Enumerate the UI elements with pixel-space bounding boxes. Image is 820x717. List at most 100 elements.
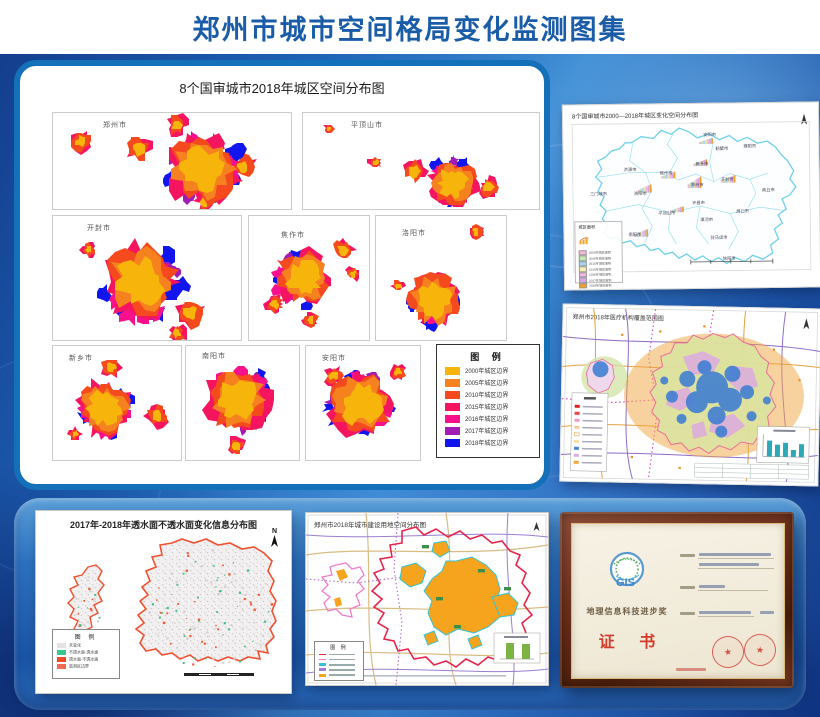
legend-item: 监测区边界 bbox=[57, 664, 119, 669]
henan-province-map bbox=[571, 121, 812, 273]
province-city-label: 周口市 bbox=[736, 209, 749, 215]
official-seal: ★ bbox=[709, 633, 747, 671]
province-city-label: 济源市 bbox=[623, 167, 637, 173]
official-seal: ★ bbox=[742, 632, 778, 668]
legend-label: 透水面-不透水面 bbox=[69, 657, 99, 663]
province-city-label: 鹤壁市 bbox=[715, 146, 729, 152]
landuse-map bbox=[306, 513, 548, 685]
north-arrow-icon bbox=[802, 317, 810, 335]
legend-item: 2005年城区面积 bbox=[578, 255, 622, 262]
city-label: 南阳市 bbox=[202, 353, 226, 360]
city-box-kaifeng: 开封市 bbox=[52, 215, 242, 341]
city-box-pingdingshan: 平顶山市 bbox=[302, 112, 540, 210]
header: 郑州市城市空间格局变化监测图集 bbox=[0, 0, 820, 54]
legend-swatch bbox=[445, 402, 460, 411]
city-map-anyang bbox=[322, 364, 406, 438]
city-box-nanyang: 南阳市 bbox=[185, 345, 300, 461]
province-city-label: 漯河市 bbox=[700, 217, 714, 223]
legend-label: 2016年城区边界 bbox=[465, 417, 509, 423]
cert-field-underline bbox=[698, 568, 774, 569]
city-box-luoyang: 洛阳市 bbox=[375, 215, 507, 341]
legend-landuse: 图 例 bbox=[314, 641, 364, 681]
province-city-label: 焦作市 bbox=[659, 171, 673, 177]
cert-date-line bbox=[676, 668, 706, 671]
legend-swatch bbox=[445, 378, 460, 387]
province-city-label: 开封市 bbox=[720, 177, 734, 183]
city-box-jiaozuo: 焦作市 bbox=[248, 215, 370, 341]
north-arrow-icon bbox=[533, 519, 540, 537]
gis-logo-icon: GIS bbox=[609, 551, 645, 589]
legend-title: 图 例 bbox=[330, 645, 348, 651]
certificate-award-name: 地理信息科技进步奖 bbox=[586, 607, 668, 616]
cert-field-label bbox=[680, 612, 695, 615]
city-label: 洛阳市 bbox=[402, 230, 426, 237]
cert-field-value bbox=[699, 553, 771, 556]
legend-label: 2017年城区面积 bbox=[589, 278, 612, 283]
legend-item: 不透水面-透水面 bbox=[57, 650, 119, 655]
legend-item: 未变化 bbox=[57, 643, 119, 648]
legend-item: 2000年城区面积 bbox=[578, 250, 622, 256]
legend-cities: 图 例 2000年城区边界 2005年城区边界 2010年城区边界 2015年城… bbox=[436, 344, 540, 458]
city-map-luoyang bbox=[390, 224, 484, 332]
city-map-kaifeng bbox=[79, 238, 205, 340]
legend-change: 城区面积 2000年城区面积 2005年城区面积 2010年城区面积 2015年… bbox=[574, 220, 624, 289]
city-label: 开封市 bbox=[87, 225, 111, 232]
panel-medical-map: 郑州市2018年医疗机构覆盖范围图 bbox=[559, 303, 820, 487]
panel-cities-title: 8个国审城市2018年城区空间分布图 bbox=[179, 81, 385, 96]
panel-water-map: 2017年-2018年透水面不透水面变化信息分布图 N 图 例 未变化 bbox=[35, 510, 292, 694]
svg-text:GIS: GIS bbox=[616, 577, 635, 589]
panel-water-title: 2017年-2018年透水面不透水面变化信息分布图 bbox=[69, 520, 258, 530]
city-box-zhengzhou: 郑州市 bbox=[52, 112, 292, 210]
legend-item: 2018年城区面积 bbox=[579, 283, 622, 289]
seal-star-icon: ★ bbox=[755, 644, 765, 655]
city-map-nanyang bbox=[202, 366, 274, 454]
city-label: 郑州市 bbox=[103, 122, 127, 129]
legend-swatch bbox=[319, 652, 326, 656]
panel-change-map: 8个国审城市2000—2018年城区变化空间分布图 bbox=[561, 101, 820, 291]
legend-label: 2017年城区边界 bbox=[465, 429, 509, 435]
city-label: 平顶山市 bbox=[351, 122, 383, 129]
legend-item bbox=[319, 663, 363, 667]
cert-field-value bbox=[699, 585, 725, 588]
legend-swatch bbox=[57, 664, 66, 669]
cert-field-underline bbox=[698, 616, 754, 617]
legend-label: 2010年城区边界 bbox=[465, 393, 509, 399]
north-arrow-icon: N bbox=[270, 528, 279, 553]
legend-item: 2017年城区面积 bbox=[578, 277, 622, 284]
legend-swatch bbox=[319, 673, 326, 677]
panel-change-title: 8个国审城市2000—2018年城区变化空间分布图 bbox=[571, 112, 699, 121]
legend-label: 2000年城区边界 bbox=[465, 369, 509, 375]
city-box-anyang: 安阳市 bbox=[305, 345, 421, 461]
legend-title: 图 例 bbox=[74, 635, 98, 641]
legend-swatch bbox=[57, 643, 66, 648]
province-city-label: 安阳市 bbox=[703, 132, 717, 138]
legend-item: 2010年城区边界 bbox=[445, 390, 539, 399]
seal-star-icon: ★ bbox=[723, 645, 733, 658]
legend-swatch bbox=[579, 283, 588, 289]
city-label: 新乡市 bbox=[69, 355, 93, 362]
legend-label: 2018年城区面积 bbox=[589, 283, 612, 288]
legend-item: 2005年城区边界 bbox=[445, 378, 539, 387]
legend-swatch bbox=[445, 414, 460, 423]
legend-swatch bbox=[57, 650, 66, 655]
legend-item: 2018年城区边界 bbox=[445, 438, 539, 447]
province-city-label: 洛阳市 bbox=[633, 191, 647, 197]
cert-field-underline bbox=[698, 590, 768, 591]
legend-item: 2016年城区边界 bbox=[445, 414, 539, 423]
province-city-label: 南阳市 bbox=[628, 232, 642, 238]
legend-item bbox=[319, 652, 363, 657]
page-title: 郑州市城市空间格局变化监测图集 bbox=[192, 15, 628, 45]
cert-field-underline bbox=[698, 558, 774, 559]
city-map-xinxiang bbox=[67, 360, 169, 440]
legend-item bbox=[319, 673, 363, 677]
province-city-label: 三门峡市 bbox=[589, 191, 608, 198]
legend-label: 2016年城区面积 bbox=[588, 272, 612, 277]
panel-landuse-map: 郑州市2018年城市建设用地空间分布图 bbox=[305, 512, 549, 686]
medical-map bbox=[560, 307, 820, 483]
legend-swatch bbox=[319, 658, 326, 662]
province-city-label: 驻马店市 bbox=[710, 235, 728, 241]
cert-field-value bbox=[699, 611, 751, 614]
province-city-label: 商丘市 bbox=[761, 187, 775, 194]
certificate-paper: GIS 地理信息科技进步奖 证 书 ★ ★ bbox=[571, 523, 785, 679]
